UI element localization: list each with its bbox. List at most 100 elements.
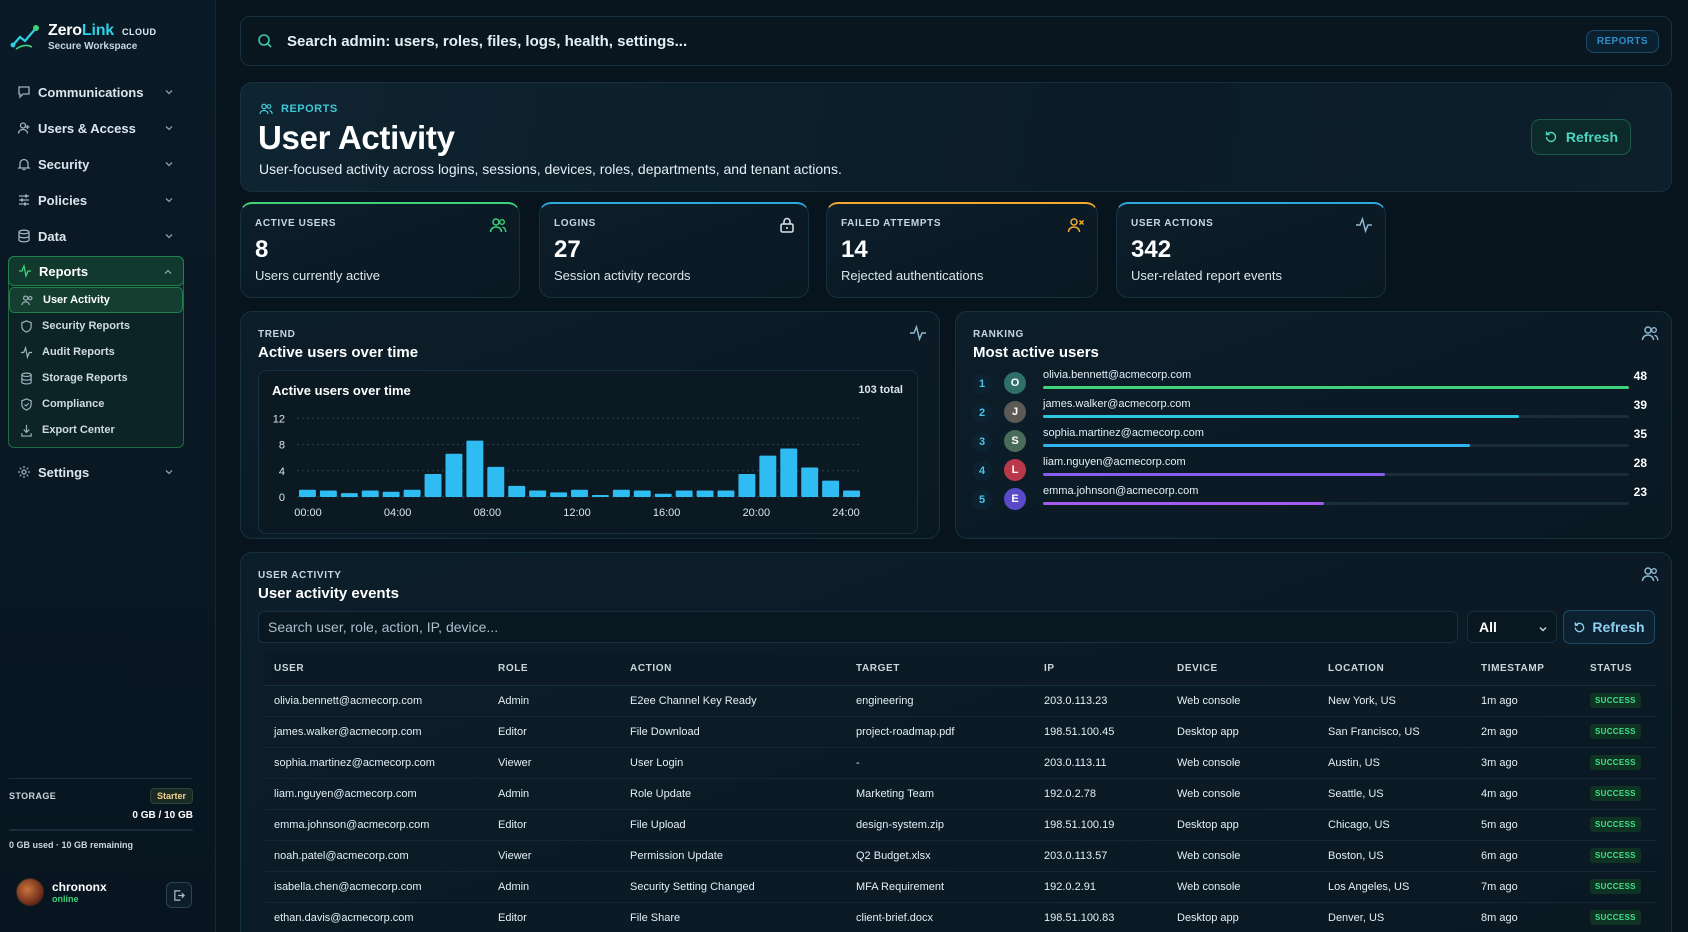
sidebar-item-settings[interactable]: Settings bbox=[8, 454, 184, 490]
logout-icon bbox=[173, 889, 185, 901]
chart-bar[interactable] bbox=[591, 495, 609, 497]
column-header[interactable]: USER bbox=[265, 653, 489, 686]
storage-progress-bar bbox=[9, 829, 193, 831]
chart-bar[interactable] bbox=[822, 480, 840, 497]
chart-bar[interactable] bbox=[529, 490, 547, 497]
table-cell: 3m ago bbox=[1472, 747, 1581, 779]
brand[interactable]: ZeroLink CLOUD Secure Workspace bbox=[10, 22, 156, 52]
logout-button[interactable] bbox=[166, 882, 192, 908]
sidebar-item-label: Communications bbox=[38, 84, 144, 100]
refresh-button[interactable]: Refresh bbox=[1530, 119, 1631, 155]
chart-bar[interactable] bbox=[696, 490, 714, 497]
chart-bar[interactable] bbox=[801, 467, 819, 497]
chart-bar[interactable] bbox=[738, 474, 756, 497]
table-row[interactable]: noah.patel@acmecorp.com Viewer Permission … bbox=[265, 840, 1657, 872]
table-cell: client-brief.docx bbox=[847, 902, 1035, 932]
chart-bar[interactable] bbox=[759, 455, 777, 497]
table-cell: 4m ago bbox=[1472, 778, 1581, 810]
chart-bar[interactable] bbox=[780, 448, 798, 497]
table-cell: 8m ago bbox=[1472, 902, 1581, 932]
sidebar-subitem-export-center[interactable]: Export Center bbox=[9, 417, 183, 443]
events-refresh-button[interactable]: Refresh bbox=[1563, 610, 1655, 644]
table-cell: File Share bbox=[621, 902, 847, 932]
sidebar-item-reports[interactable]: Reports bbox=[8, 256, 184, 286]
rank-bar bbox=[1043, 444, 1629, 447]
column-header[interactable]: ACTION bbox=[621, 653, 847, 686]
activity-icon bbox=[1356, 216, 1372, 234]
column-header[interactable]: IP bbox=[1035, 653, 1168, 686]
column-header[interactable]: STATUS bbox=[1581, 653, 1657, 686]
table-row[interactable]: james.walker@acmecorp.com Editor File Down… bbox=[265, 716, 1657, 748]
table-row[interactable]: isabella.chen@acmecorp.com Admin Security … bbox=[265, 871, 1657, 903]
chevron-down-icon bbox=[165, 162, 173, 167]
sidebar-subitem-security-reports[interactable]: Security Reports bbox=[9, 313, 183, 339]
events-filter-select[interactable]: All bbox=[1467, 611, 1557, 643]
brand-tier: CLOUD bbox=[121, 27, 157, 37]
table-cell: Web console bbox=[1168, 840, 1319, 872]
rank-bar bbox=[1043, 473, 1629, 476]
user-status: online bbox=[52, 894, 79, 904]
sidebar-item-users-access[interactable]: Users & Access bbox=[8, 110, 184, 146]
chart-bar[interactable] bbox=[675, 490, 693, 497]
table-row[interactable]: sophia.martinez@acmecorp.com Viewer User L… bbox=[265, 747, 1657, 779]
search-input[interactable] bbox=[287, 32, 1487, 50]
chart-bar[interactable] bbox=[654, 493, 672, 497]
chart-bar[interactable] bbox=[361, 490, 379, 497]
chart-bar[interactable] bbox=[717, 490, 735, 497]
sidebar-item-security[interactable]: Security bbox=[8, 146, 184, 182]
sidebar-subitem-user-activity[interactable]: User Activity bbox=[9, 287, 183, 313]
sidebar-item-communications[interactable]: Communications bbox=[8, 74, 184, 110]
storage-note: 0 GB used · 10 GB remaining bbox=[9, 840, 134, 850]
chart-bar[interactable] bbox=[299, 489, 316, 497]
storage-amount: 0 GB / 10 GB bbox=[132, 810, 193, 821]
x-tick-label: 12:00 bbox=[563, 507, 591, 519]
sidebar-subitem-storage-reports[interactable]: Storage Reports bbox=[9, 365, 183, 391]
rank-email: olivia.bennett@acmecorp.com bbox=[1043, 369, 1192, 381]
chart-bar[interactable] bbox=[445, 453, 463, 497]
search-scope-chip[interactable]: REPORTS bbox=[1585, 30, 1659, 53]
chart-bar[interactable] bbox=[487, 466, 505, 497]
chart-bar[interactable] bbox=[319, 490, 337, 497]
chart-bar[interactable] bbox=[466, 440, 484, 497]
column-header[interactable]: TIMESTAMP bbox=[1472, 653, 1581, 686]
kpi-description: Rejected authentications bbox=[841, 268, 984, 283]
message-icon bbox=[17, 85, 31, 99]
table-row[interactable]: emma.johnson@acmecorp.com Editor File Uplo… bbox=[265, 809, 1657, 841]
table-row[interactable]: ethan.davis@acmecorp.com Editor File Share… bbox=[265, 902, 1657, 932]
column-header[interactable]: ROLE bbox=[489, 653, 621, 686]
chart-bar[interactable] bbox=[843, 490, 860, 497]
column-header[interactable]: LOCATION bbox=[1319, 653, 1472, 686]
chart-bar[interactable] bbox=[382, 491, 400, 497]
sidebar-subitem-label: Security Reports bbox=[42, 320, 131, 332]
column-header[interactable]: DEVICE bbox=[1168, 653, 1319, 686]
column-header[interactable]: TARGET bbox=[847, 653, 1035, 686]
avatar: L bbox=[1004, 459, 1026, 481]
x-tick-label: 24:00 bbox=[832, 507, 860, 519]
chart-bar[interactable] bbox=[424, 474, 442, 497]
sidebar-subitem-audit-reports[interactable]: Audit Reports bbox=[9, 339, 183, 365]
events-search-input[interactable] bbox=[258, 611, 1458, 643]
rank-number: 4 bbox=[972, 461, 992, 481]
chart-bar[interactable] bbox=[612, 489, 630, 497]
table-row[interactable]: liam.nguyen@acmecorp.com Admin Role Update… bbox=[265, 778, 1657, 810]
chart-bar[interactable] bbox=[633, 490, 651, 497]
trend-panel: TREND Active users over time Active user… bbox=[240, 311, 940, 539]
rank-count: 23 bbox=[1633, 485, 1647, 499]
table-cell: Desktop app bbox=[1168, 809, 1319, 841]
sidebar-item-policies[interactable]: Policies bbox=[8, 182, 184, 218]
chart-bar[interactable] bbox=[508, 485, 526, 497]
table-row[interactable]: olivia.bennett@acmecorp.com Admin E2ee Cha… bbox=[265, 685, 1657, 717]
chart-bar[interactable] bbox=[571, 489, 588, 497]
chart-bar[interactable] bbox=[403, 489, 421, 497]
current-user[interactable]: chrononx online bbox=[16, 878, 107, 906]
sidebar-subitem-compliance[interactable]: Compliance bbox=[9, 391, 183, 417]
chart-bar[interactable] bbox=[550, 492, 568, 497]
sidebar-item-data[interactable]: Data bbox=[8, 218, 184, 254]
chart-bar[interactable] bbox=[340, 493, 358, 497]
kpi-logins: LOGINS 27 Session activity records bbox=[539, 202, 809, 298]
